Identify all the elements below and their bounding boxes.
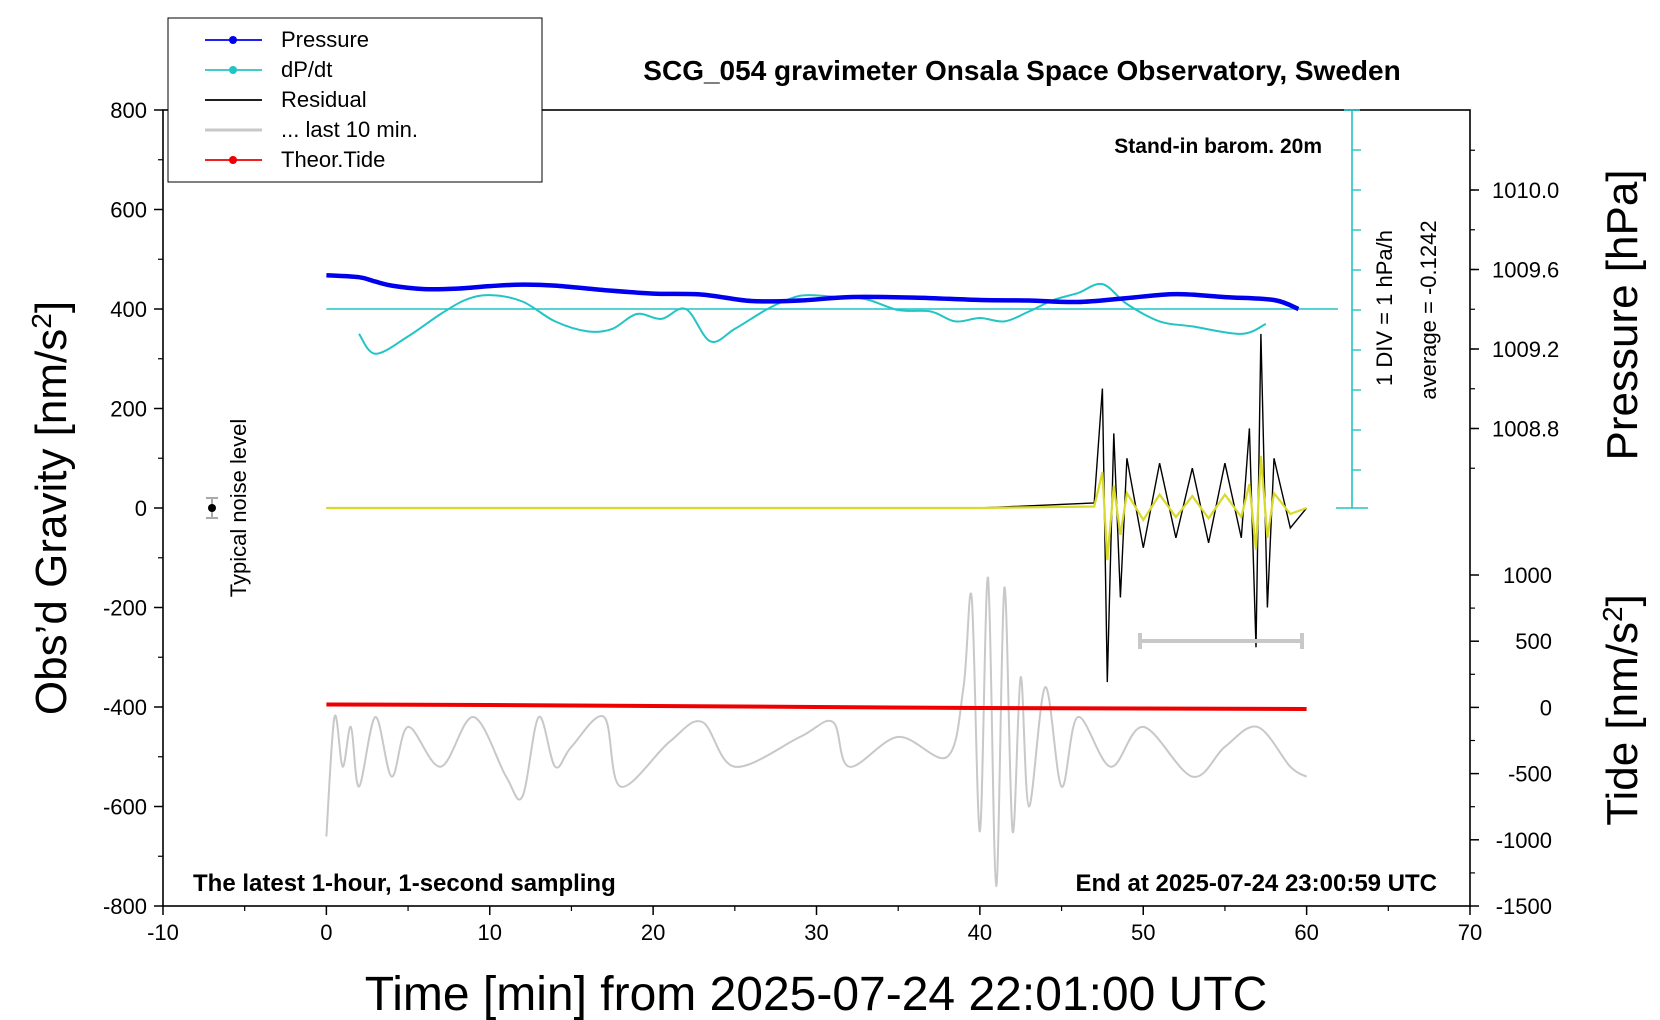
tide-tick-label: 0 xyxy=(1540,695,1552,720)
legend-label: Residual xyxy=(281,87,367,112)
series-dpdt-line xyxy=(358,282,1267,355)
y-tick-label: -200 xyxy=(103,596,147,621)
x-tick-label: -10 xyxy=(147,920,179,945)
tide-tick-label: 500 xyxy=(1515,629,1552,654)
tide-tick-label: 1000 xyxy=(1503,563,1552,588)
legend-item: ... last 10 min. xyxy=(205,117,418,142)
y-tick-label: -600 xyxy=(103,795,147,820)
pressure-axis-title: Pressure [hPa] xyxy=(1598,169,1647,460)
y-tick-label: -800 xyxy=(103,894,147,919)
div-scale-note: 1 DIV = 1 hPa/h xyxy=(1372,230,1397,386)
pressure-tick-label: 1009.6 xyxy=(1492,258,1559,283)
dpdt-div-scale xyxy=(1336,109,1368,509)
legend-marker xyxy=(229,36,237,44)
pressure-tick-label: 1008.8 xyxy=(1492,417,1559,442)
bottom-right-note: End at 2025-07-24 23:00:59 UTC xyxy=(1076,870,1438,897)
y-axis-title: Obs’d Gravity [nm/s2] xyxy=(26,301,77,715)
legend-item: Pressure xyxy=(205,27,369,52)
legend-item: Residual xyxy=(205,87,367,112)
legend-item: dP/dt xyxy=(205,57,332,82)
tide-tick-label: -1000 xyxy=(1496,828,1552,853)
legend-label: Pressure xyxy=(281,27,369,52)
tide-tick-label: -500 xyxy=(1508,762,1552,787)
series-theor-tide-line xyxy=(326,702,1307,711)
x-tick-label: 50 xyxy=(1131,920,1155,945)
y-axis-ticks: 800 600 400 200 0 -200 -400 -600 -800 xyxy=(103,98,163,919)
series-last-10-min-line xyxy=(325,576,1308,888)
legend-marker xyxy=(229,156,237,164)
bottom-left-note: The latest 1-hour, 1-second sampling xyxy=(193,870,616,897)
y-tick-label: 800 xyxy=(110,98,147,123)
legend-label: Theor.Tide xyxy=(281,147,385,172)
x-tick-label: 0 xyxy=(320,920,332,945)
noise-level-label: Typical noise level xyxy=(226,419,251,598)
y-tick-label: 200 xyxy=(110,397,147,422)
noise-level-marker xyxy=(206,497,218,519)
legend-item: Theor.Tide xyxy=(205,147,385,172)
chart-title: SCG_054 gravimeter Onsala Space Observat… xyxy=(643,55,1400,86)
last-10-min-bracket xyxy=(1138,633,1304,649)
x-tick-label: 30 xyxy=(804,920,828,945)
average-note: average = -0.1242 xyxy=(1416,220,1441,399)
series-pressure-line xyxy=(326,272,1300,312)
legend-marker xyxy=(229,66,237,74)
y-tick-label: 600 xyxy=(110,198,147,223)
x-axis-ticks: -10 0 10 20 30 40 50 60 70 xyxy=(147,906,1482,945)
x-tick-label: 10 xyxy=(478,920,502,945)
y-tick-label: 0 xyxy=(135,496,147,521)
legend-label: dP/dt xyxy=(281,57,332,82)
y-tick-label: -400 xyxy=(103,695,147,720)
x-tick-label: 60 xyxy=(1294,920,1318,945)
pressure-tick-label: 1009.2 xyxy=(1492,337,1559,362)
right-axis-ticks: 1010.0 1009.6 1009.2 1008.8 1000 500 0 -500 -100… xyxy=(1470,149,1559,919)
tide-axis-title: Tide [nm/s2] xyxy=(1597,594,1648,826)
legend-label: ... last 10 min. xyxy=(281,117,418,142)
y-tick-label: 400 xyxy=(110,297,147,322)
pressure-tick-label: 1010.0 xyxy=(1492,178,1559,203)
x-tick-label: 40 xyxy=(968,920,992,945)
x-tick-label: 20 xyxy=(641,920,665,945)
tide-tick-label: -1500 xyxy=(1496,894,1552,919)
stand-in-barometer-note: Stand-in barom. 20m xyxy=(1114,135,1322,158)
x-tick-label: 70 xyxy=(1458,920,1482,945)
series-residual-highlight xyxy=(326,455,1307,561)
x-axis-title: Time [min] from 2025-07-24 22:01:00 UTC xyxy=(365,968,1268,1020)
legend: Pressure dP/dt Residual ... last 10 min. The… xyxy=(167,17,543,183)
